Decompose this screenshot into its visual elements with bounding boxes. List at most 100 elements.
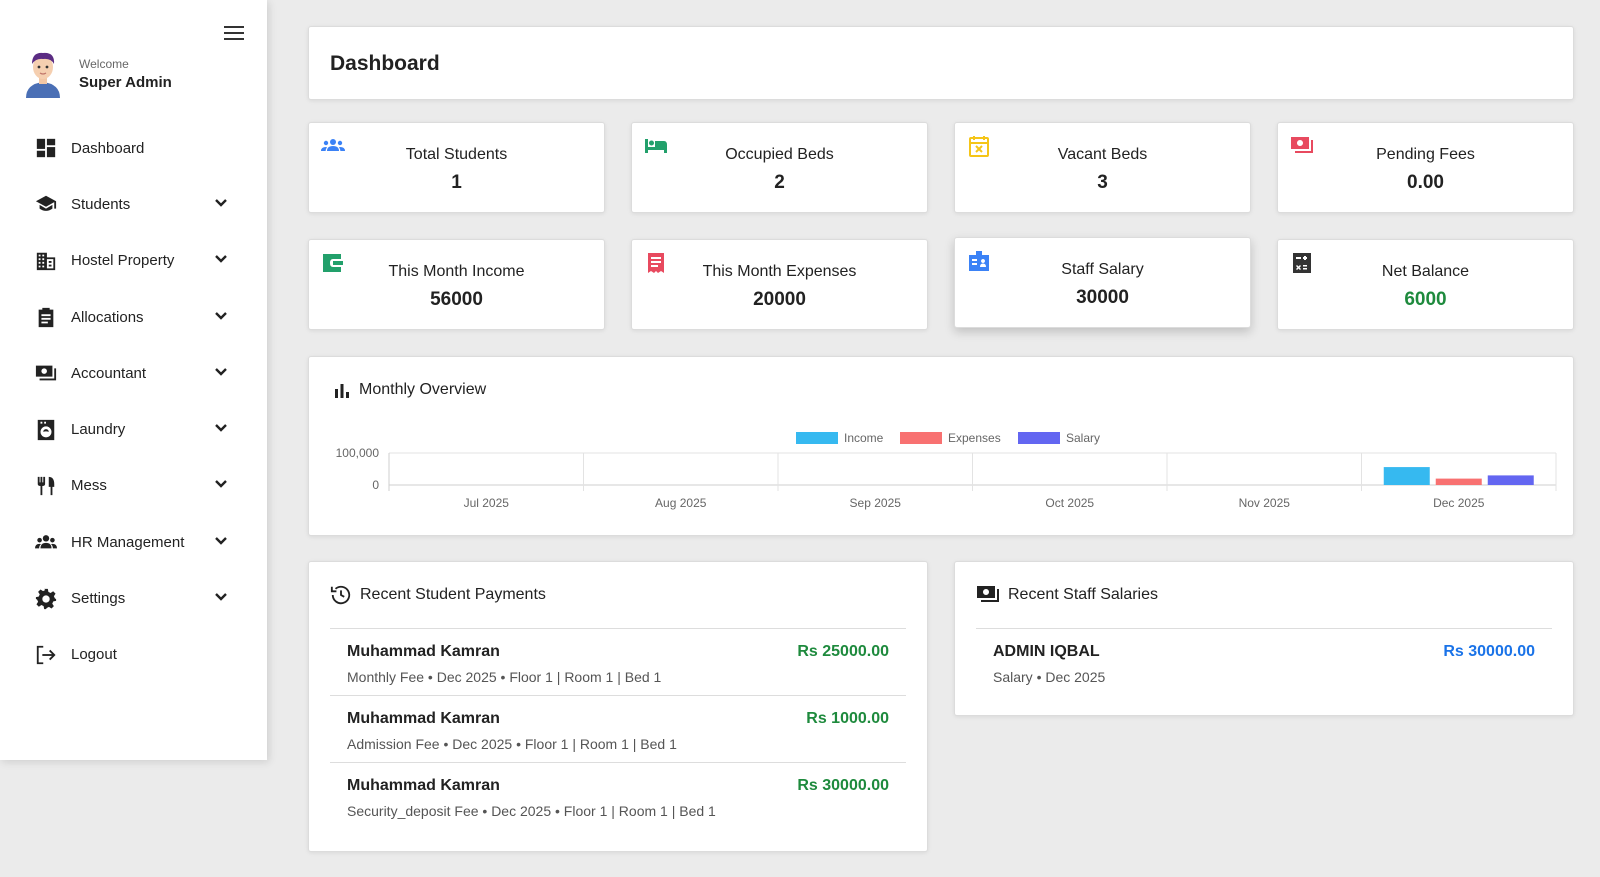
stat-label: Vacant Beds [1057,146,1148,163]
chevron-down-icon[interactable] [213,363,229,384]
utensils-icon [35,475,57,497]
stat-label: Occupied Beds [725,146,834,163]
stat-value: 2 [774,172,785,193]
stat-value: 3 [1097,172,1108,193]
chevron-down-icon[interactable] [213,250,229,271]
staff-name: ADMIN IQBAL [993,643,1100,660]
x-tick-label: Oct 2025 [1045,496,1094,510]
bed-icon [644,135,668,157]
chevron-down-icon[interactable] [213,194,229,215]
menu-icon[interactable] [224,26,244,42]
sidebar-item-label: Students [71,195,131,213]
sidebar-item-students[interactable]: Students [0,176,267,232]
x-tick-label: Aug 2025 [655,496,707,510]
bar-income [1383,467,1430,485]
y-tick-label: 100,000 [336,446,380,460]
payer-name: Muhammad Kamran [347,710,500,727]
legend-label: Income [844,431,884,445]
payer-name: Muhammad Kamran [347,643,500,660]
salaries-list: ADMIN IQBAL Salary • Dec 2025 Rs 30000.0… [976,628,1552,696]
users-icon [321,135,345,157]
sidebar-item-allocations[interactable]: Allocations [0,289,267,345]
welcome-text: Welcome [79,57,129,71]
payments-list: Muhammad Kamran Monthly Fee • Dec 2025 •… [330,628,906,830]
sidebar-item-label: Dashboard [71,139,145,157]
cash-icon [35,362,57,384]
stat-value: 6000 [1404,289,1447,310]
stat-label: Pending Fees [1376,146,1475,163]
chevron-down-icon[interactable] [213,588,229,609]
stat-card-pending-fees: Pending Fees 0.00 [1277,122,1574,213]
chevron-down-icon[interactable] [213,419,229,440]
page-title: Dashboard [330,52,440,75]
washing-machine-icon [35,419,57,441]
salaries-title: Recent Staff Salaries [1008,586,1159,603]
sidebar-item-settings[interactable]: Settings [0,570,267,626]
sidebar-item-label: HR Management [71,533,185,551]
receipt-icon [644,252,668,274]
salary-description: Salary • Dec 2025 [993,669,1106,685]
legend-swatch [900,432,942,444]
graduation-cap-icon [35,193,57,215]
stat-card-occupied-beds: Occupied Beds 2 [631,122,928,213]
stat-card-total-students: Total Students 1 [308,122,605,213]
sidebar-item-hostel-property[interactable]: Hostel Property [0,233,267,289]
payment-amount: Rs 30000.00 [797,777,889,794]
stat-label: Total Students [405,146,508,163]
list-item[interactable]: Muhammad Kamran Monthly Fee • Dec 2025 •… [330,629,906,696]
cash-icon [977,586,999,602]
sidebar-item-dashboard[interactable]: Dashboard [0,120,267,176]
stat-label: This Month Expenses [702,263,857,280]
list-item[interactable]: Muhammad Kamran Security_deposit Fee • D… [330,763,906,830]
legend-swatch [796,432,838,444]
stat-value: 1 [451,172,462,193]
stat-value: 0.00 [1407,172,1444,193]
payment-description: Security_deposit Fee • Dec 2025 • Floor … [347,803,716,819]
sidebar-item-accountant[interactable]: Accountant [0,345,267,401]
sidebar: Welcome Super Admin Dashboard Students H… [0,0,267,760]
monthly-overview-card: Monthly Overview 100,000 0 Jul 2025 Aug 202… [308,356,1574,536]
payment-description: Admission Fee • Dec 2025 • Floor 1 | Roo… [347,736,677,752]
payment-amount: Rs 1000.00 [806,710,889,727]
sidebar-item-hr-management[interactable]: HR Management [0,514,267,570]
list-item[interactable]: ADMIN IQBAL Salary • Dec 2025 Rs 30000.0… [976,629,1552,696]
stat-card-net-balance: Net Balance 6000 [1277,239,1574,330]
x-tick-label: Dec 2025 [1433,496,1485,510]
sidebar-item-logout[interactable]: Logout [0,627,267,683]
money-icon [1290,135,1314,157]
bar-expenses [1435,478,1482,485]
stat-card-vacant-beds: Vacant Beds 3 [954,122,1251,213]
clipboard-icon [35,306,57,328]
legend-swatch [1018,432,1060,444]
bar-chart-icon [335,384,349,398]
payment-description: Monthly Fee • Dec 2025 • Floor 1 | Room … [347,669,662,685]
section-title: Recent Student Payments [330,584,546,606]
chevron-down-icon[interactable] [213,475,229,496]
sidebar-item-label: Hostel Property [71,252,175,270]
sidebar-nav: Dashboard Students Hostel Property Alloc… [0,120,267,683]
stat-value: 30000 [1076,287,1129,308]
chevron-down-icon[interactable] [213,532,229,553]
stat-card-staff-salary: Staff Salary 30000 [954,237,1251,328]
calendar-x-icon [967,135,991,157]
gear-icon [35,588,57,610]
section-title: Monthly Overview [333,381,486,399]
overview-title: Monthly Overview [359,381,487,398]
list-item[interactable]: Muhammad Kamran Admission Fee • Dec 2025… [330,696,906,763]
section-title: Recent Staff Salaries [976,584,1158,606]
chevron-down-icon[interactable] [213,307,229,328]
calculator-icon [1290,252,1314,274]
sidebar-item-mess[interactable]: Mess [0,458,267,514]
payer-name: Muhammad Kamran [347,777,500,794]
user-profile: Welcome Super Admin [24,50,172,98]
legend-label: Expenses [948,431,1001,445]
wallet-icon [321,252,345,274]
sidebar-item-label: Allocations [71,308,144,326]
history-icon [330,585,351,605]
sidebar-item-laundry[interactable]: Laundry [0,401,267,457]
stat-card-month-income: This Month Income 56000 [308,239,605,330]
page-header: Dashboard [308,26,1574,100]
avatar [26,52,60,98]
people-group-icon [35,531,57,553]
building-icon [35,250,57,272]
